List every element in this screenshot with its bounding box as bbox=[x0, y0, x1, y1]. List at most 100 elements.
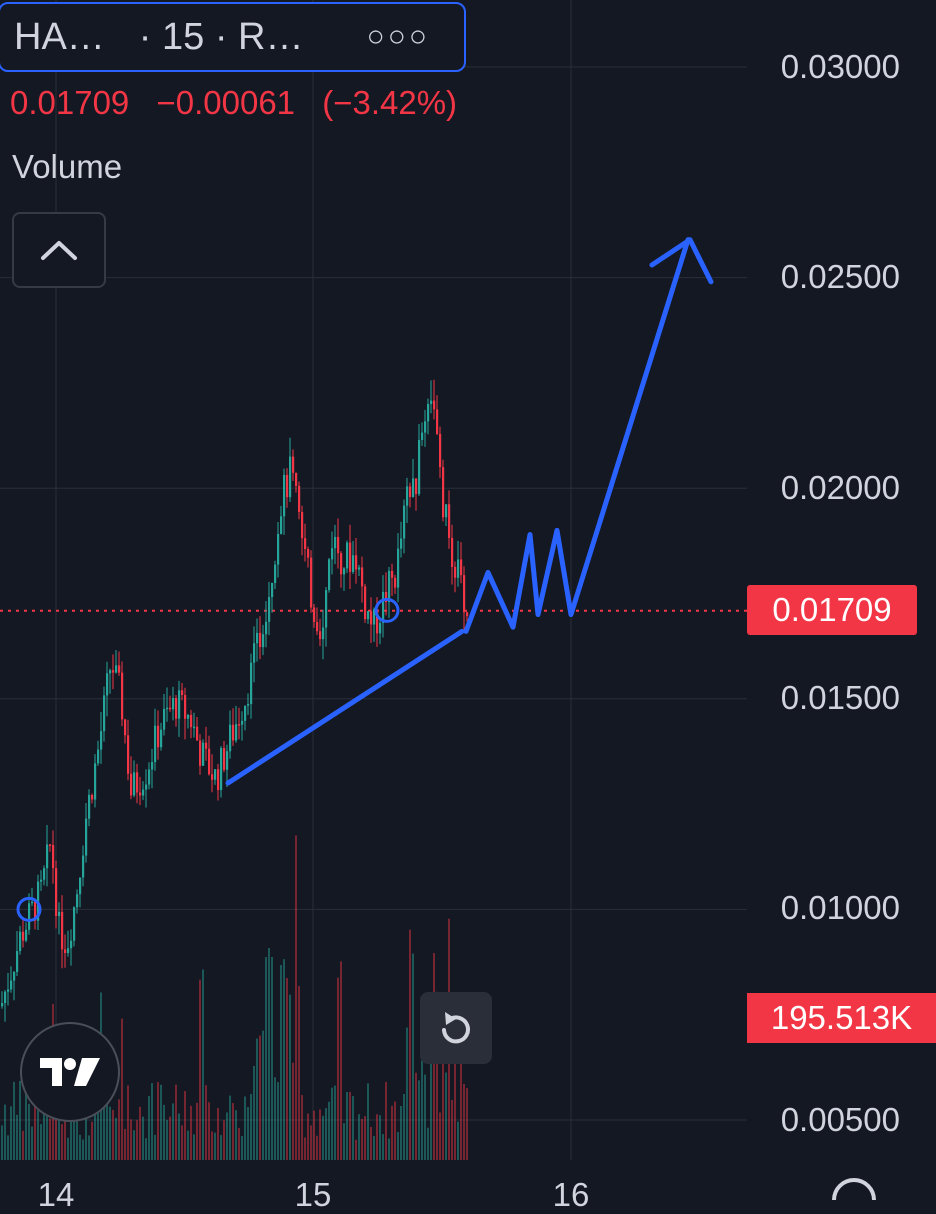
volume-bar bbox=[343, 1123, 345, 1160]
volume-bar bbox=[214, 1132, 216, 1160]
candle-body bbox=[457, 559, 460, 578]
volume-bar bbox=[406, 1027, 408, 1160]
candle-body bbox=[355, 555, 358, 570]
candle-body bbox=[142, 789, 145, 796]
candle-body bbox=[337, 536, 340, 554]
reset-chart-button[interactable] bbox=[420, 992, 492, 1064]
y-tick-label: 0.01000 bbox=[780, 889, 900, 926]
candle-body bbox=[277, 533, 280, 565]
candle-body bbox=[76, 894, 79, 908]
candle-body bbox=[130, 773, 133, 796]
volume-bar bbox=[22, 1130, 24, 1160]
volume-bar bbox=[196, 1102, 198, 1160]
volume-bar bbox=[313, 1110, 315, 1160]
y-tick-label: 0.03000 bbox=[780, 48, 900, 85]
candle-body bbox=[7, 989, 10, 992]
volume-bar bbox=[292, 1062, 294, 1160]
circle-marker bbox=[16, 896, 42, 922]
volume-bar bbox=[418, 1080, 420, 1160]
volume-bar bbox=[442, 1048, 444, 1160]
volume-bar bbox=[268, 948, 270, 1160]
volume-bar bbox=[124, 1128, 126, 1160]
volume-bar bbox=[250, 1094, 252, 1160]
volume-bar bbox=[265, 957, 267, 1160]
volume-bar bbox=[385, 1081, 387, 1160]
candle-body bbox=[454, 566, 457, 578]
interval-label[interactable]: · 15 · R… bbox=[138, 15, 304, 58]
candle-body bbox=[430, 400, 433, 404]
candle-body bbox=[325, 590, 328, 628]
candle-body bbox=[25, 929, 28, 941]
volume-bar bbox=[394, 1101, 396, 1160]
candle-body bbox=[460, 559, 463, 576]
candle-body bbox=[22, 931, 25, 941]
candle-body bbox=[451, 537, 454, 567]
candle-body bbox=[439, 433, 442, 468]
volume-bar bbox=[280, 964, 282, 1160]
candle-body bbox=[244, 705, 247, 721]
candle-body bbox=[298, 485, 301, 513]
candle-body bbox=[346, 542, 349, 569]
candle-body bbox=[94, 763, 97, 800]
candle-body bbox=[463, 575, 466, 613]
candle-body bbox=[364, 586, 367, 620]
tradingview-logo[interactable] bbox=[20, 1022, 120, 1122]
volume-bar bbox=[328, 1101, 330, 1160]
volume-bar bbox=[31, 1126, 33, 1160]
volume-bar bbox=[232, 1103, 234, 1160]
candle-body bbox=[295, 472, 298, 486]
candle-body bbox=[256, 632, 259, 644]
candle-body bbox=[448, 504, 451, 538]
candle-body bbox=[403, 505, 406, 539]
candle-body bbox=[64, 949, 67, 954]
candle-body bbox=[40, 879, 43, 882]
volume-bar bbox=[121, 1018, 123, 1160]
symbol-header[interactable]: HA… · 15 · R… ○○○ bbox=[0, 2, 466, 72]
volume-bar bbox=[247, 1107, 249, 1160]
candle-body bbox=[85, 818, 88, 856]
volume-bar bbox=[319, 1109, 321, 1160]
symbol-name[interactable]: HA… bbox=[14, 15, 105, 58]
settings-icon[interactable] bbox=[826, 1176, 882, 1200]
candle-body bbox=[436, 409, 439, 434]
volume-bar bbox=[19, 1080, 21, 1160]
volume-bar bbox=[103, 1097, 105, 1160]
volume-bar bbox=[307, 1113, 309, 1160]
volume-bar bbox=[370, 1126, 372, 1160]
volume-bar bbox=[127, 1085, 129, 1160]
collapse-legend-button[interactable] bbox=[12, 212, 106, 288]
volume-bar bbox=[301, 1094, 303, 1160]
volume-bar bbox=[46, 1095, 48, 1160]
candle-body bbox=[82, 855, 85, 878]
candle-body bbox=[238, 724, 241, 726]
candle-body bbox=[394, 577, 397, 588]
candle-body bbox=[223, 747, 226, 770]
candle-body bbox=[199, 740, 202, 766]
projection-arrowhead bbox=[649, 237, 714, 285]
volume-bar bbox=[61, 1124, 63, 1160]
volume-legend[interactable]: Volume bbox=[12, 148, 123, 185]
volume-bar bbox=[310, 1125, 312, 1160]
candle-body bbox=[4, 991, 7, 1004]
candle-body bbox=[334, 536, 337, 549]
candle-body bbox=[73, 907, 76, 941]
candle-body bbox=[10, 980, 13, 990]
candle-body bbox=[163, 708, 166, 730]
volume-bar bbox=[277, 1082, 279, 1160]
candle-body bbox=[19, 931, 22, 952]
volume-bar bbox=[346, 1092, 348, 1160]
candle-body bbox=[382, 591, 385, 623]
candle-body bbox=[106, 673, 109, 696]
candle-body bbox=[322, 627, 325, 640]
candle-body bbox=[160, 729, 163, 748]
candle-body bbox=[211, 774, 214, 780]
volume-bar bbox=[436, 991, 438, 1160]
volume-bar bbox=[130, 1119, 132, 1160]
volume-bar bbox=[199, 979, 201, 1160]
candle-body bbox=[379, 622, 382, 634]
candle-body bbox=[208, 748, 211, 775]
candle-body bbox=[301, 512, 304, 539]
more-dots-icon[interactable]: ○○○ bbox=[366, 20, 430, 53]
candle-body bbox=[190, 714, 193, 728]
